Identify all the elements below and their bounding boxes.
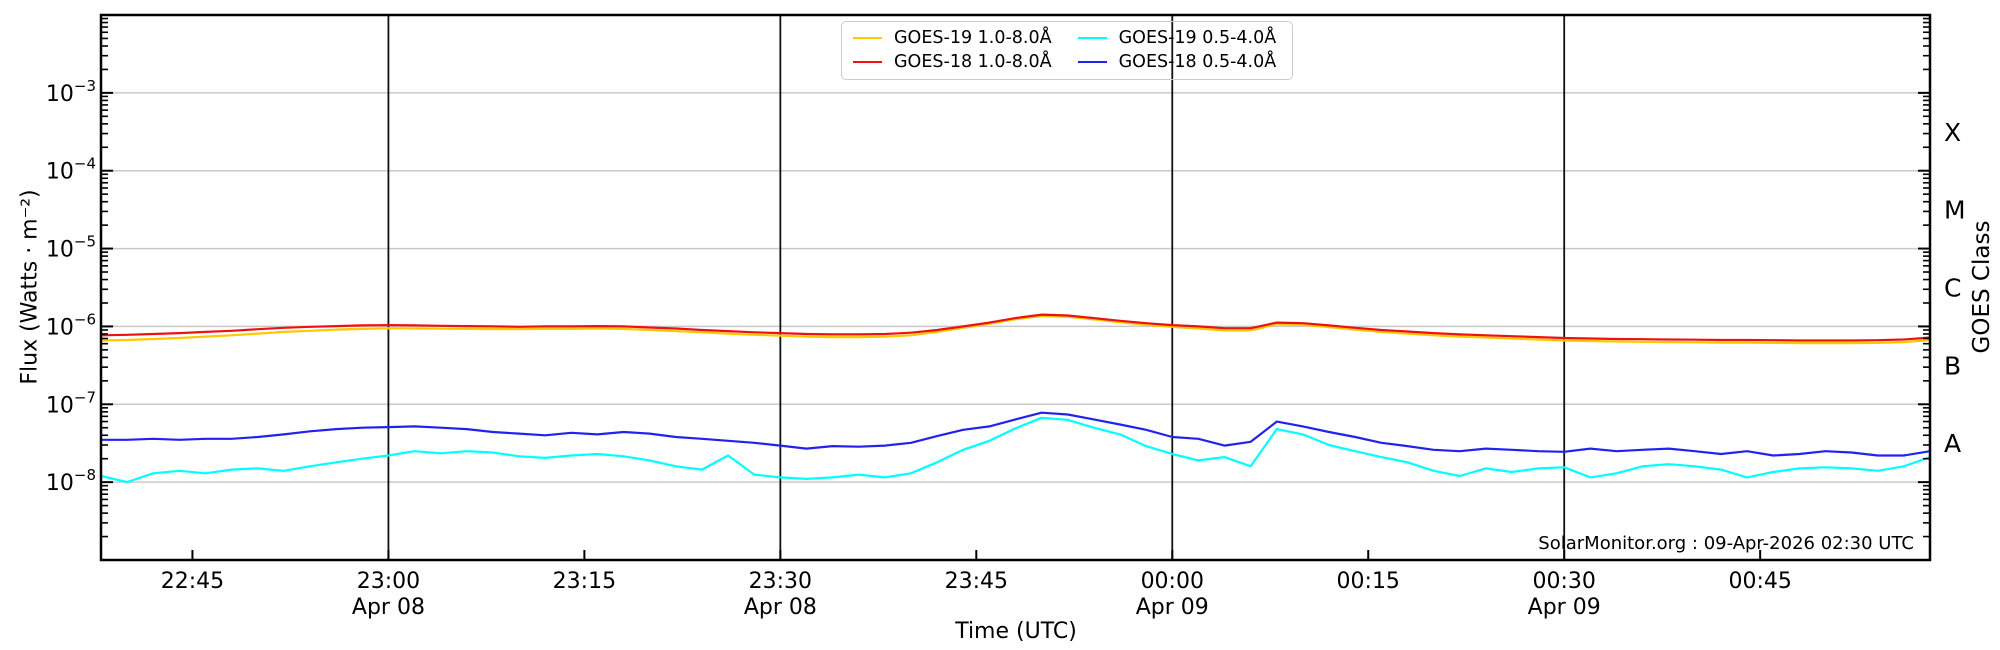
x-tick-label: 00:00 (1141, 569, 1204, 594)
x-tick-label: 22:45 (161, 569, 224, 594)
goes-class-letter-M: M (1944, 196, 1966, 225)
y-tick-label: 10−6 (46, 310, 96, 340)
y-tick-label: 10−4 (46, 155, 96, 185)
legend-swatch-goes18-long-icon (853, 60, 882, 64)
legend-label: GOES-19 0.5-4.0Å (1118, 28, 1277, 48)
legend-label: GOES-18 1.0-8.0Å (894, 52, 1052, 72)
legend-item-goes18-short: GOES-18 0.5-4.0Å (1077, 50, 1277, 74)
x-tick-label: 23:30 (749, 569, 812, 594)
series-line-goes18-short (99, 411, 1932, 457)
goes-class-letter-B: B (1944, 351, 1961, 380)
solarmonitor-timestamp: SolarMonitor.org : 09-Apr-2026 02:30 UTC (1538, 533, 1914, 554)
x-tick-label: 23:00 (357, 569, 420, 594)
y-axis-label-goes-class: GOES Class (1969, 220, 1995, 354)
legend-swatch-goes19-short-icon (1077, 36, 1107, 40)
x-tick-label: 00:30 (1532, 569, 1595, 594)
x-tick-label: 00:15 (1337, 569, 1400, 594)
legend-swatch-goes18-short-icon (1077, 60, 1107, 64)
legend-label: GOES-19 1.0-8.0Å (894, 28, 1052, 48)
legend-column-1: GOES-19 1.0-8.0Å GOES-18 1.0-8.0Å (853, 26, 1052, 74)
x-tick-label: 23:15 (553, 569, 616, 594)
y-tick-label: 10−8 (46, 466, 96, 496)
y-tick-label: 10−5 (46, 233, 96, 263)
legend-swatch-goes19-long-icon (853, 36, 882, 40)
legend-column-2: GOES-19 0.5-4.0Å GOES-18 0.5-4.0Å (1077, 26, 1277, 74)
goes-class-letter-A: A (1944, 429, 1961, 458)
legend-item-goes18-long: GOES-18 1.0-8.0Å (853, 50, 1052, 74)
x-axis-label-time: Time (UTC) (955, 619, 1077, 644)
x-tick-date-label: Apr 09 (1136, 595, 1209, 620)
x-tick-date-label: Apr 08 (744, 595, 817, 620)
x-tick-label: 23:45 (945, 569, 1008, 594)
chart-legend: GOES-19 1.0-8.0Å GOES-18 1.0-8.0Å GOES-1… (841, 21, 1294, 80)
legend-label: GOES-18 0.5-4.0Å (1118, 52, 1277, 72)
series-line-goes19-short (99, 416, 1932, 484)
x-tick-label: 00:45 (1728, 569, 1791, 594)
y-tick-label: 10−7 (46, 388, 96, 418)
plot-border (99, 13, 1932, 562)
x-tick-date-label: Apr 08 (352, 595, 425, 620)
y-tick-label: 10−3 (46, 77, 96, 107)
goes-class-letter-X: X (1944, 118, 1961, 147)
series-line-goes18-long (99, 313, 1932, 342)
legend-item-goes19-short: GOES-19 0.5-4.0Å (1077, 26, 1277, 50)
goes-class-letter-C: C (1944, 274, 1961, 303)
legend-item-goes19-long: GOES-19 1.0-8.0Å (853, 26, 1052, 50)
x-tick-date-label: Apr 09 (1528, 595, 1601, 620)
y-axis-label-flux: Flux (Watts · m⁻²) (17, 189, 43, 385)
